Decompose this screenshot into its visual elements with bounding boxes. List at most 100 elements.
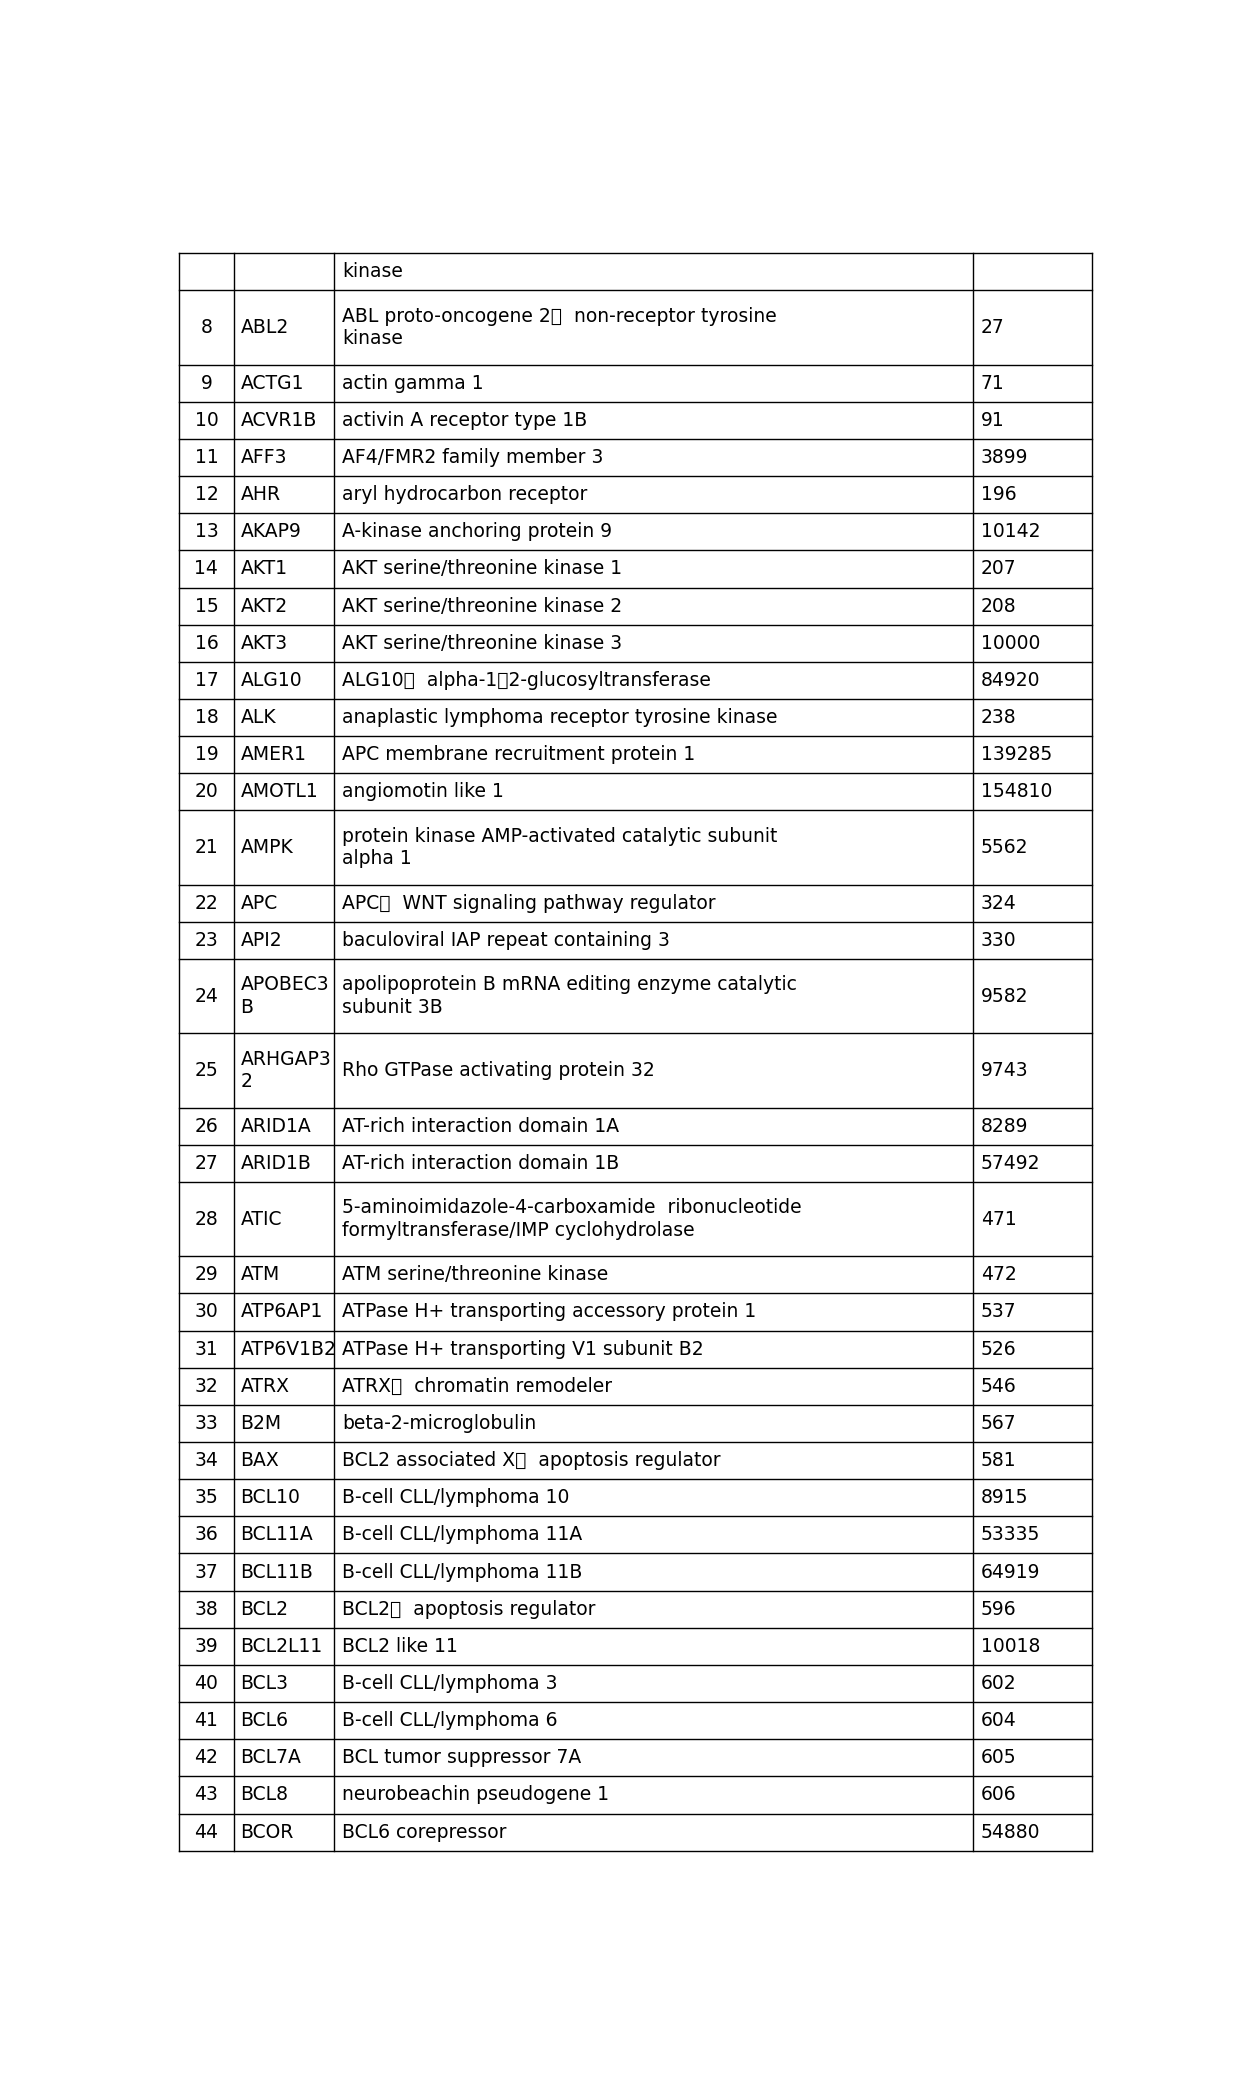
Text: 24: 24	[195, 987, 218, 1006]
Text: 27: 27	[981, 319, 1004, 337]
Text: BCL2，  apoptosis regulator: BCL2， apoptosis regulator	[342, 1600, 595, 1618]
Text: AKT1: AKT1	[241, 560, 288, 579]
Text: 44: 44	[195, 1823, 218, 1841]
Text: 84920: 84920	[981, 671, 1040, 689]
Text: AT-rich interaction domain 1B: AT-rich interaction domain 1B	[342, 1154, 619, 1173]
Text: ALG10: ALG10	[241, 671, 303, 689]
Text: ALG10，  alpha-1，2-glucosyltransferase: ALG10， alpha-1，2-glucosyltransferase	[342, 671, 711, 689]
Text: 10000: 10000	[981, 633, 1040, 652]
Text: 12: 12	[195, 485, 218, 504]
Text: 526: 526	[981, 1339, 1017, 1358]
Text: 8289: 8289	[981, 1116, 1028, 1135]
Text: BCL6: BCL6	[241, 1710, 289, 1731]
Text: 71: 71	[981, 373, 1004, 394]
Text: 238: 238	[981, 708, 1017, 727]
Text: 9: 9	[201, 373, 212, 394]
Text: beta-2-microglobulin: beta-2-microglobulin	[342, 1414, 536, 1433]
Text: API2: API2	[241, 931, 283, 950]
Text: ATIC: ATIC	[241, 1210, 281, 1229]
Text: 537: 537	[981, 1302, 1017, 1321]
Text: AMOTL1: AMOTL1	[241, 783, 319, 802]
Text: 26: 26	[195, 1116, 218, 1135]
Text: 196: 196	[981, 485, 1017, 504]
Text: 10018: 10018	[981, 1637, 1040, 1656]
Text: BCL10: BCL10	[241, 1487, 300, 1508]
Text: 36: 36	[195, 1525, 218, 1544]
Text: B-cell CLL/lymphoma 6: B-cell CLL/lymphoma 6	[342, 1710, 558, 1731]
Text: 31: 31	[195, 1339, 218, 1358]
Text: AMER1: AMER1	[241, 746, 306, 764]
Text: ATPase H+ transporting accessory protein 1: ATPase H+ transporting accessory protein…	[342, 1302, 756, 1321]
Text: 43: 43	[195, 1785, 218, 1804]
Text: 472: 472	[981, 1264, 1017, 1285]
Text: 606: 606	[981, 1785, 1017, 1804]
Text: protein kinase AMP-activated catalytic subunit
alpha 1: protein kinase AMP-activated catalytic s…	[342, 827, 777, 869]
Text: 20: 20	[195, 783, 218, 802]
Text: ATP6V1B2: ATP6V1B2	[241, 1339, 336, 1358]
Text: 37: 37	[195, 1562, 218, 1581]
Text: AF4/FMR2 family member 3: AF4/FMR2 family member 3	[342, 448, 604, 467]
Text: neurobeachin pseudogene 1: neurobeachin pseudogene 1	[342, 1785, 609, 1804]
Text: ARID1B: ARID1B	[241, 1154, 311, 1173]
Text: 22: 22	[195, 894, 218, 912]
Text: 14: 14	[195, 560, 218, 579]
Text: 30: 30	[195, 1302, 218, 1321]
Text: 605: 605	[981, 1748, 1017, 1766]
Text: 471: 471	[981, 1210, 1017, 1229]
Text: 34: 34	[195, 1452, 218, 1471]
Text: ABL proto-oncogene 2，  non-receptor tyrosine
kinase: ABL proto-oncogene 2， non-receptor tyros…	[342, 306, 776, 348]
Text: B-cell CLL/lymphoma 10: B-cell CLL/lymphoma 10	[342, 1487, 569, 1508]
Text: 596: 596	[981, 1600, 1017, 1618]
Text: 8: 8	[201, 319, 212, 337]
Text: 207: 207	[981, 560, 1017, 579]
Text: B2M: B2M	[241, 1414, 281, 1433]
Text: 53335: 53335	[981, 1525, 1040, 1544]
Text: 27: 27	[195, 1154, 218, 1173]
Text: AKT serine/threonine kinase 2: AKT serine/threonine kinase 2	[342, 596, 622, 617]
Text: BCOR: BCOR	[241, 1823, 294, 1841]
Text: AKT serine/threonine kinase 3: AKT serine/threonine kinase 3	[342, 633, 622, 652]
Text: 25: 25	[195, 1060, 218, 1079]
Text: 5562: 5562	[981, 837, 1028, 856]
Text: 19: 19	[195, 746, 218, 764]
Text: BCL7A: BCL7A	[241, 1748, 301, 1766]
Text: BCL11A: BCL11A	[241, 1525, 314, 1544]
Text: BCL2 like 11: BCL2 like 11	[342, 1637, 458, 1656]
Text: AKT2: AKT2	[241, 596, 288, 617]
Text: 567: 567	[981, 1414, 1017, 1433]
Text: Rho GTPase activating protein 32: Rho GTPase activating protein 32	[342, 1060, 655, 1079]
Text: B-cell CLL/lymphoma 3: B-cell CLL/lymphoma 3	[342, 1675, 558, 1693]
Text: ACVR1B: ACVR1B	[241, 410, 317, 429]
Text: BCL6 corepressor: BCL6 corepressor	[342, 1823, 506, 1841]
Text: 10142: 10142	[981, 523, 1040, 542]
Text: 33: 33	[195, 1414, 218, 1433]
Text: BCL tumor suppressor 7A: BCL tumor suppressor 7A	[342, 1748, 582, 1766]
Text: APC，  WNT signaling pathway regulator: APC， WNT signaling pathway regulator	[342, 894, 715, 912]
Text: 38: 38	[195, 1600, 218, 1618]
Text: 16: 16	[195, 633, 218, 652]
Text: kinase: kinase	[342, 262, 403, 281]
Text: ARID1A: ARID1A	[241, 1116, 311, 1135]
Text: ATPase H+ transporting V1 subunit B2: ATPase H+ transporting V1 subunit B2	[342, 1339, 703, 1358]
Text: angiomotin like 1: angiomotin like 1	[342, 783, 503, 802]
Text: ATRX，  chromatin remodeler: ATRX， chromatin remodeler	[342, 1377, 613, 1396]
Text: 21: 21	[195, 837, 218, 856]
Text: 18: 18	[195, 708, 218, 727]
Text: 35: 35	[195, 1487, 218, 1508]
Text: 64919: 64919	[981, 1562, 1040, 1581]
Text: BAX: BAX	[241, 1452, 279, 1471]
Text: 39: 39	[195, 1637, 218, 1656]
Text: B-cell CLL/lymphoma 11A: B-cell CLL/lymphoma 11A	[342, 1525, 582, 1544]
Text: BCL2L11: BCL2L11	[241, 1637, 322, 1656]
Text: ALK: ALK	[241, 708, 277, 727]
Text: BCL2 associated X，  apoptosis regulator: BCL2 associated X， apoptosis regulator	[342, 1452, 720, 1471]
Text: anaplastic lymphoma receptor tyrosine kinase: anaplastic lymphoma receptor tyrosine ki…	[342, 708, 777, 727]
Text: APC membrane recruitment protein 1: APC membrane recruitment protein 1	[342, 746, 696, 764]
Text: AKT3: AKT3	[241, 633, 288, 652]
Text: AT-rich interaction domain 1A: AT-rich interaction domain 1A	[342, 1116, 619, 1135]
Text: ATM: ATM	[241, 1264, 280, 1285]
Text: ATP6AP1: ATP6AP1	[241, 1302, 322, 1321]
Text: APC: APC	[241, 894, 278, 912]
Text: BCL8: BCL8	[241, 1785, 289, 1804]
Text: 13: 13	[195, 523, 218, 542]
